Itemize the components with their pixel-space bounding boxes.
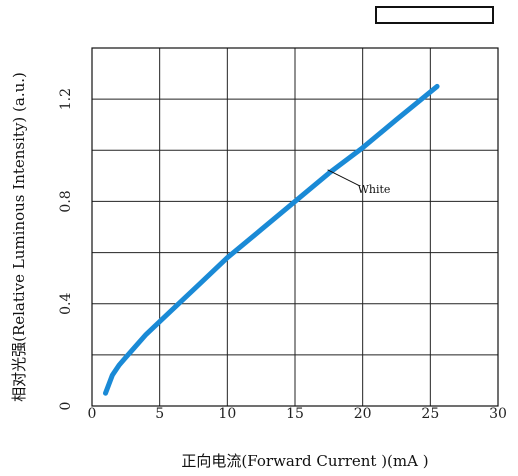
y-tick-label: 0.4 <box>58 292 74 314</box>
x-axis-title: 正向电流(Forward Current )(mA ) <box>181 452 428 470</box>
legend-box <box>375 6 494 24</box>
x-tick-label: 25 <box>421 406 439 422</box>
y-axis-title: 相对光强(Relative Luminous Intensity) (a.u.) <box>10 72 28 402</box>
annotation-label: White <box>358 183 391 196</box>
plot-frame <box>91 47 499 407</box>
y-tick-label: 0 <box>58 402 74 411</box>
x-tick-label: 30 <box>489 406 507 422</box>
annotation-leader <box>327 169 360 187</box>
x-tick-label: 20 <box>354 406 372 422</box>
series-line-white <box>103 83 440 396</box>
y-tick-label: 1.2 <box>58 88 74 110</box>
x-tick-label: 5 <box>155 406 164 422</box>
x-tick-label: 0 <box>88 406 97 422</box>
x-tick-label: 10 <box>218 406 236 422</box>
y-tick-label: 0.8 <box>58 190 74 212</box>
x-tick-label: 15 <box>286 406 304 422</box>
